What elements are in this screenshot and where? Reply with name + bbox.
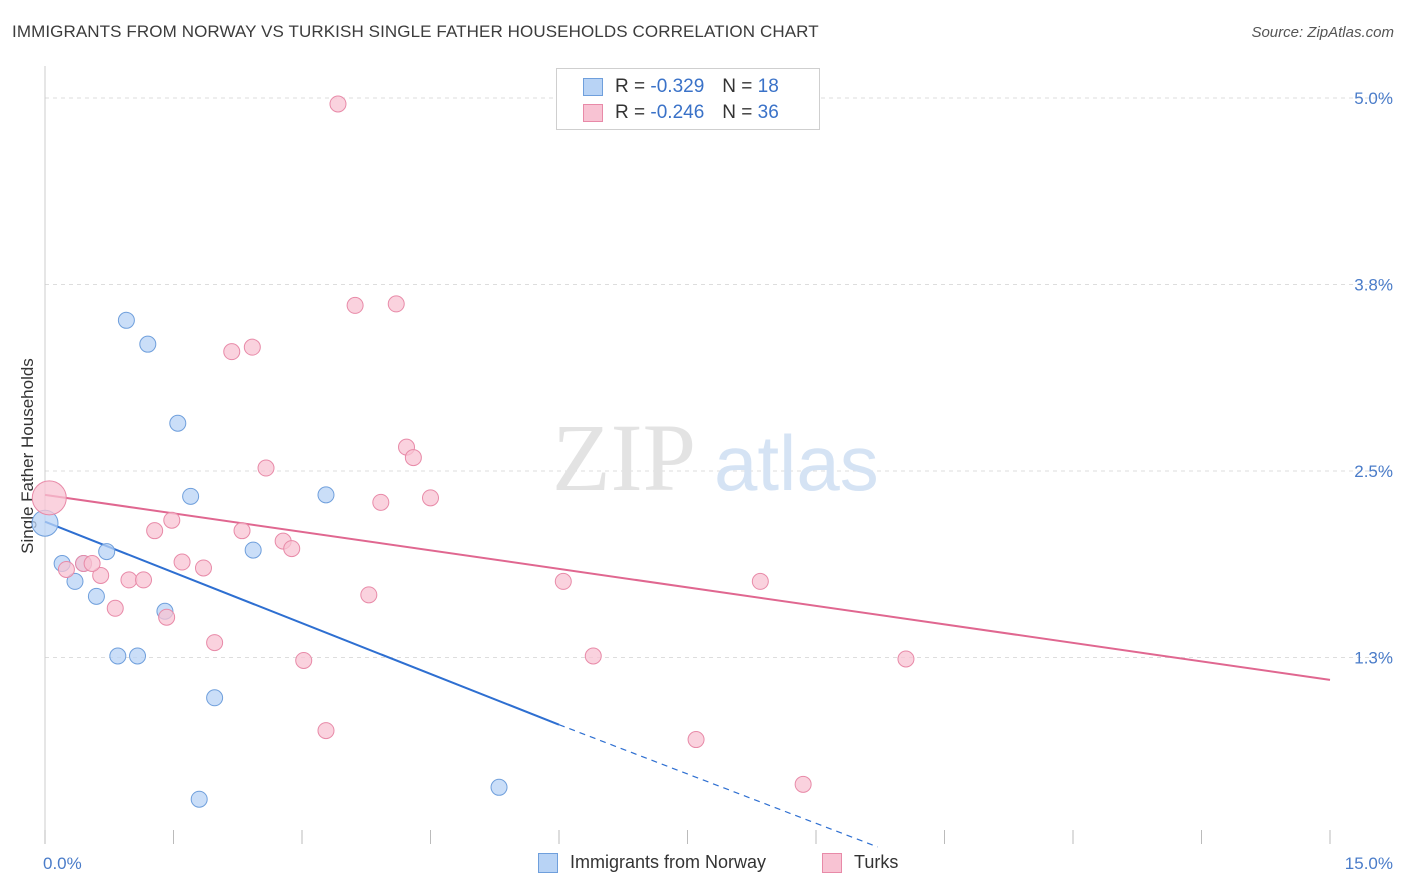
- norway-swatch: [583, 78, 603, 96]
- n-label: N =: [722, 76, 753, 97]
- data-points: [31, 95, 915, 808]
- turks-point: [584, 647, 602, 665]
- turks-point: [223, 343, 241, 361]
- legend-item-turks: Turks: [822, 852, 898, 873]
- chart-title: IMMIGRANTS FROM NORWAY VS TURKISH SINGLE…: [12, 22, 819, 41]
- turks-point: [329, 95, 347, 113]
- turks-point: [283, 540, 301, 558]
- turks-point: [372, 493, 390, 511]
- y-tick-label: 1.3%: [1354, 649, 1393, 668]
- legend-label-turks: Turks: [854, 852, 899, 872]
- norway-trend-line: [44, 520, 560, 726]
- norway-point: [139, 335, 157, 353]
- legend-row-turks: R = -0.246 N = 36: [583, 101, 779, 125]
- turks-point: [146, 522, 164, 540]
- norway-point: [244, 541, 262, 559]
- watermark-atlas: atlas: [714, 419, 879, 507]
- turks-point: [194, 559, 212, 577]
- y-tick-label: 3.8%: [1354, 276, 1393, 295]
- norway-point: [66, 572, 84, 590]
- turks-point: [83, 555, 101, 573]
- series-legend: Immigrants from Norway Turks: [0, 852, 1406, 878]
- y-tick-label: 2.5%: [1354, 462, 1393, 481]
- norway-point: [317, 486, 335, 504]
- n-label: N =: [722, 102, 753, 123]
- correlation-legend: R = -0.329 N = 18 R = -0.246 N = 36: [556, 68, 820, 130]
- turks-point: [158, 608, 176, 626]
- gridlines: [45, 97, 1392, 658]
- turks-point: [106, 599, 124, 617]
- axes: [44, 66, 1331, 844]
- norway-point: [87, 587, 105, 605]
- legend-label-norway: Immigrants from Norway: [570, 852, 767, 872]
- turks-point: [387, 295, 405, 313]
- turks-point: [422, 489, 439, 507]
- turks-point: [346, 296, 364, 314]
- turks-point: [173, 553, 191, 571]
- turks-point: [92, 566, 110, 584]
- legend-item-norway: Immigrants from Norway: [538, 852, 766, 873]
- turks-point: [233, 522, 251, 540]
- norway-trend-extension: [558, 724, 878, 848]
- n-value: 18: [757, 76, 779, 97]
- turks-point: [360, 586, 378, 604]
- tick-labels: 1.3% 2.5% 3.8% 5.0% 0.0% 15.0%: [43, 89, 1393, 873]
- turks-swatch: [822, 852, 842, 873]
- turks-point: [404, 449, 422, 467]
- turks-point: [295, 651, 313, 669]
- norway-point: [169, 414, 187, 432]
- turks-point: [751, 572, 769, 590]
- turks-point: [163, 511, 181, 529]
- legend-row-norway: R = -0.329 N = 18: [583, 75, 779, 99]
- turks-point: [31, 480, 67, 516]
- trend-lines: [44, 493, 1331, 848]
- norway-point: [98, 543, 116, 561]
- x-tick-label: 0.0%: [43, 854, 82, 873]
- turks-swatch: [583, 104, 603, 122]
- norway-point: [490, 778, 508, 796]
- r-value: -0.329: [650, 76, 705, 97]
- turks-point: [687, 731, 705, 749]
- turks-point: [554, 572, 572, 590]
- r-value: -0.246: [650, 102, 705, 123]
- watermark-zip: ZIP: [552, 404, 696, 511]
- turks-point: [57, 560, 75, 578]
- turks-point: [257, 459, 275, 477]
- r-label: R =: [615, 102, 646, 123]
- r-label: R =: [615, 76, 646, 97]
- turks-trend-line: [44, 493, 1331, 681]
- norway-point: [182, 487, 200, 505]
- turks-point: [317, 722, 335, 740]
- norway-point: [117, 311, 135, 329]
- turks-point: [120, 571, 138, 589]
- turks-point: [135, 571, 153, 589]
- turks-point: [206, 634, 224, 652]
- source-label: Source: ZipAtlas.com: [1251, 24, 1394, 41]
- turks-point: [794, 775, 812, 793]
- turks-point: [897, 650, 915, 668]
- x-tick-label: 15.0%: [1345, 854, 1393, 873]
- norway-swatch: [538, 852, 558, 873]
- n-value: 36: [757, 102, 779, 123]
- norway-point: [129, 647, 147, 665]
- norway-point: [190, 790, 208, 808]
- y-tick-label: 5.0%: [1354, 89, 1393, 108]
- norway-point: [109, 647, 127, 665]
- norway-point: [206, 689, 224, 707]
- watermark: ZIP atlas: [552, 404, 879, 511]
- turks-point: [243, 338, 261, 356]
